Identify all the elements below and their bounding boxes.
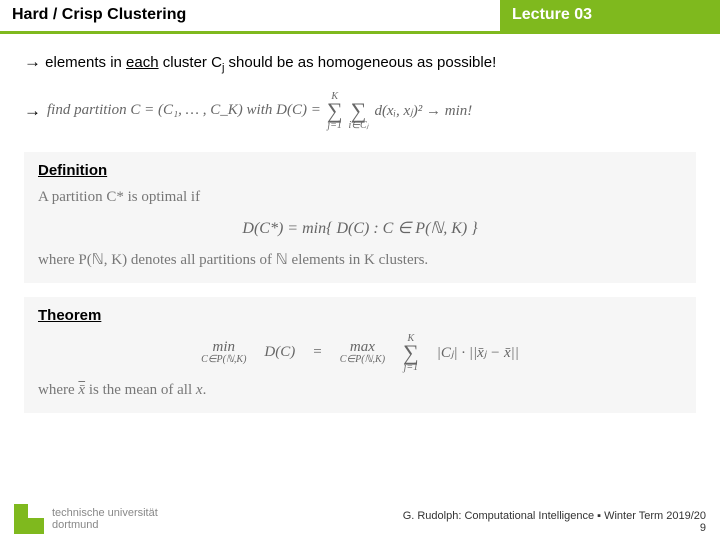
l2: dortmund [52, 519, 158, 531]
txt: should be as homogeneous as possible! [224, 54, 496, 71]
math-tail: d(xᵢ, xⱼ)² → min! [374, 101, 472, 120]
t: x [196, 382, 203, 398]
t: min [212, 340, 235, 356]
logo-icon [14, 504, 44, 534]
uni-logo: technische universität dortmund [14, 504, 158, 534]
b: C∈P(ℕ,K) [201, 355, 246, 366]
def-formula: D(C*) = min{ D(C) : C ∈ P(ℕ, K) } [38, 218, 682, 238]
l1: technische universität [52, 507, 158, 519]
definition-title: Definition [38, 162, 682, 179]
dc: D(C) [264, 344, 295, 361]
arrow-icon: → [24, 101, 41, 121]
logo-text: technische universität dortmund [52, 507, 158, 531]
sum-icon: K ∑ j=1 [403, 334, 419, 372]
theorem-formula: min C∈P(ℕ,K) D(C) = max C∈P(ℕ,K) K ∑ j=1… [38, 334, 682, 372]
sum-icon: K ∑ j=1 [327, 92, 343, 130]
def-line2: where P(ℕ, K) denotes all partitions of … [38, 250, 682, 269]
theorem-title: Theorem [38, 307, 682, 324]
lim: j=1 [327, 121, 342, 130]
def-line1: A partition C* is optimal if [38, 189, 682, 206]
lim: i∈Cⱼ [349, 121, 369, 130]
sum-icon: ∑ i∈Cⱼ [349, 92, 369, 130]
theorem-box: Theorem min C∈P(ℕ,K) D(C) = max C∈P(ℕ,K)… [24, 297, 696, 413]
objective-line: → find partition C = (C₁, … , C_K) with … [24, 92, 696, 130]
eq: = [313, 344, 321, 361]
slide-number: 9 [403, 522, 706, 534]
footer: G. Rudolph: Computational Intelligence ▪… [403, 510, 706, 534]
txt: cluster C [159, 54, 222, 71]
max-op: max C∈P(ℕ,K) [340, 340, 385, 366]
arrow-icon: → [24, 52, 41, 71]
txt: elements in [41, 54, 126, 71]
min-op: min C∈P(ℕ,K) [201, 340, 246, 366]
t: is the mean of all [85, 382, 196, 398]
lim: j=1 [404, 363, 419, 372]
thm-line2: where x̄ is the mean of all x. [38, 382, 682, 399]
intro-line: → elements in each cluster Cj should be … [24, 52, 696, 74]
math-text: find partition C = (C₁, … , C_K) with D(… [47, 102, 321, 119]
txt-u: each [126, 54, 159, 71]
t: where [38, 382, 78, 398]
t: . [203, 382, 207, 398]
b: C∈P(ℕ,K) [340, 355, 385, 366]
body: |Cⱼ| · ||x̄ⱼ − x̄|| [437, 343, 519, 362]
header-right: Lecture 03 [500, 0, 720, 34]
definition-box: Definition A partition C* is optimal if … [24, 152, 696, 283]
header-left: Hard / Crisp Clustering [0, 0, 500, 34]
footer-line1: G. Rudolph: Computational Intelligence ▪… [403, 510, 706, 522]
t: max [350, 340, 375, 356]
